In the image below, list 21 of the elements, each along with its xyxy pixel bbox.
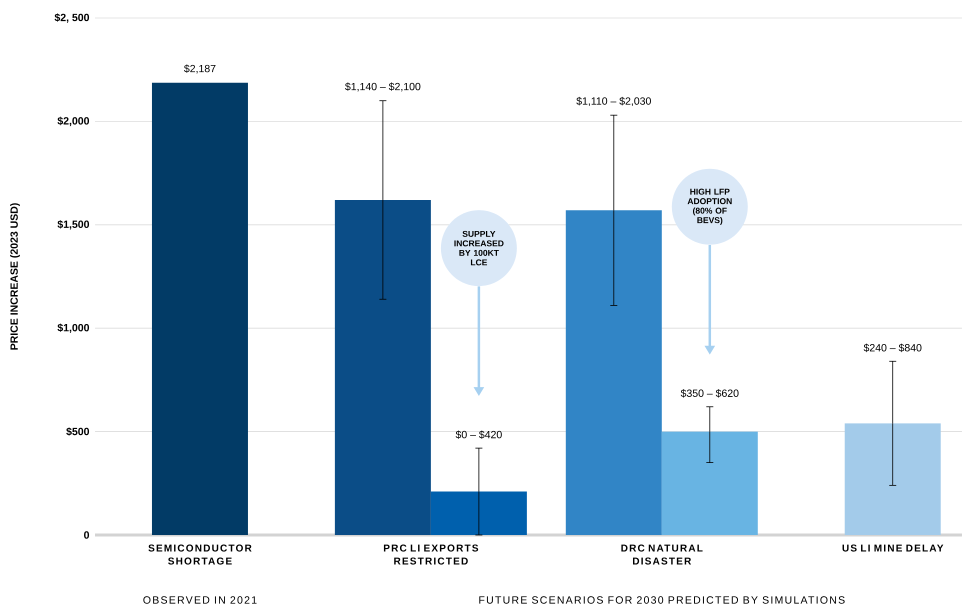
- annotation: $350 – $620: [680, 389, 739, 398]
- y-tick-label: $2,000: [58, 116, 90, 126]
- annotation: HIGH LFP ADOPTION (80% OF BEVS): [688, 188, 732, 225]
- x-tick-label: US LI MINE DELAY: [842, 544, 944, 552]
- y-axis-title: PRICE INCREASE (2023 USD): [10, 203, 20, 350]
- y-tick-label: 0: [84, 531, 90, 539]
- text: OBSERVED IN 2021: [143, 596, 257, 604]
- x-tick-label: PRC LI EXPORTS RESTRICTED: [384, 544, 478, 565]
- text: FUTURE SCENARIOS FOR 2030 PREDICTED BY SIMULATIONS: [479, 596, 845, 604]
- y-tick-label: $1,000: [58, 323, 90, 333]
- data-label: $2,187: [184, 64, 216, 74]
- annotation: $1,140 – $2,100: [345, 82, 420, 92]
- annotation: SUPPLY INCREASED BY 100KT LCE: [454, 230, 504, 266]
- x-tick-label: DRC NATURAL DISASTER: [621, 544, 703, 565]
- y-tick-label: $500: [66, 427, 90, 436]
- annotation: $240 – $840: [864, 344, 922, 352]
- y-tick-label: $2, 500: [54, 13, 90, 23]
- annotation: $1,110 – $2,030: [576, 96, 651, 106]
- annotation: $0 – $420: [456, 430, 502, 439]
- y-tick-label: $1,500: [58, 220, 90, 230]
- x-tick-label: SEMICONDUCTOR SHORTAGE: [148, 544, 252, 565]
